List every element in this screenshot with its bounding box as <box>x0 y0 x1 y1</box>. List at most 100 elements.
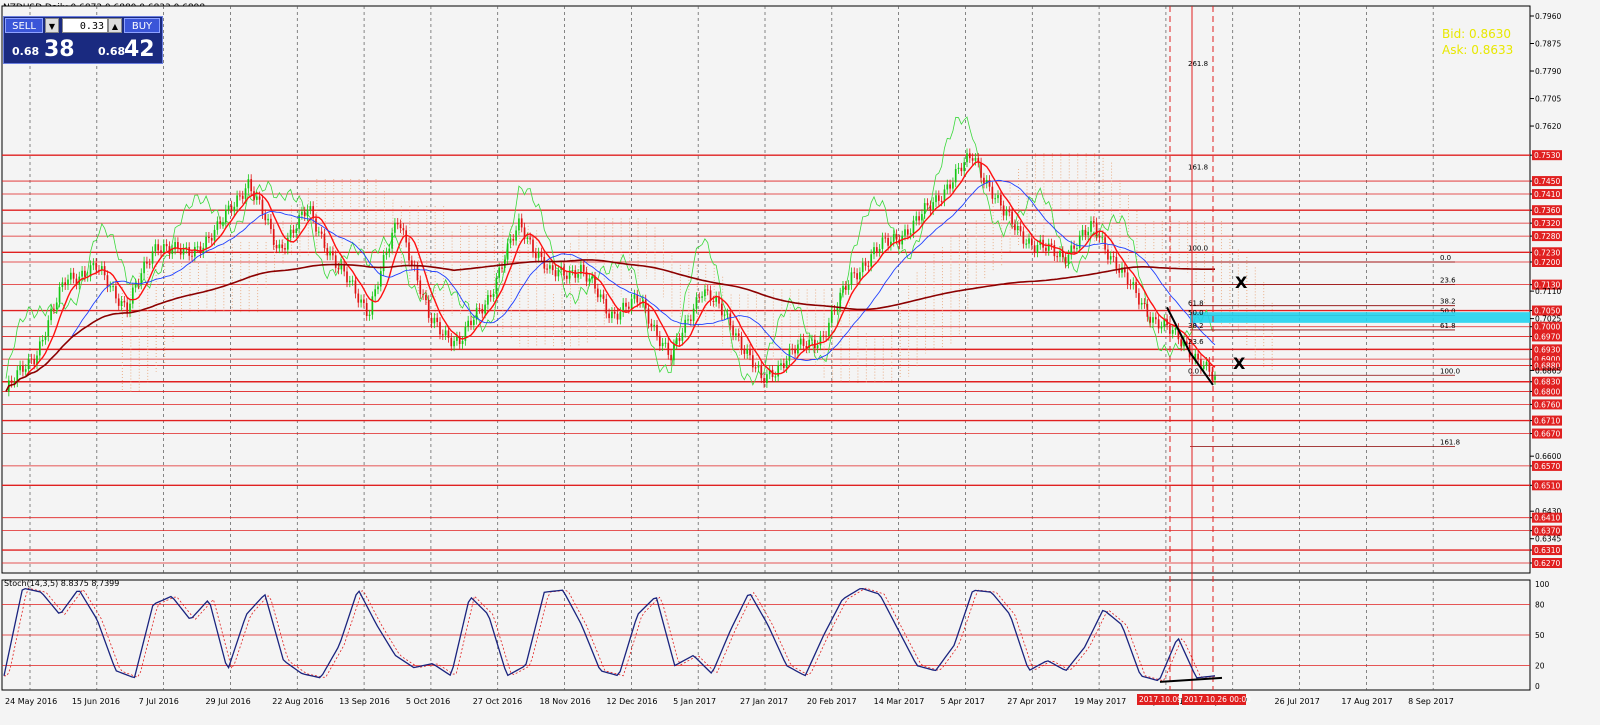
candle-body <box>540 252 543 257</box>
candle-body <box>157 244 160 251</box>
candle-body <box>193 246 196 257</box>
envelope-lines <box>5 116 1216 386</box>
candle-body <box>272 229 275 245</box>
candle-body <box>563 266 565 276</box>
price-axis-label: 0.7530 <box>1534 151 1560 160</box>
candle-body <box>199 246 202 254</box>
price-level-tag <box>1532 525 1562 536</box>
ma-mid-line <box>5 179 1216 392</box>
price-axis-label: 0.6570 <box>1534 462 1560 471</box>
candle-body <box>642 299 644 303</box>
candle-body <box>861 262 864 273</box>
sell-button[interactable]: SELL <box>5 18 43 33</box>
candle-body <box>1185 341 1188 345</box>
candle-body <box>580 264 582 275</box>
stochastic-trend-line <box>1159 676 1223 683</box>
candle-body <box>613 311 616 314</box>
price-axis-label: 0.6760 <box>1534 400 1560 409</box>
candle-body <box>255 196 258 200</box>
buy-price[interactable]: 0.68 42 <box>84 36 162 62</box>
sell-price[interactable]: 0.68 38 <box>6 36 84 62</box>
candle-body <box>833 309 836 311</box>
price-level-tag <box>1532 331 1562 342</box>
candle-body <box>1002 205 1005 216</box>
candle-body <box>977 157 980 163</box>
lot-increase-icon[interactable]: ▲ <box>108 18 122 33</box>
candle-body <box>134 283 137 288</box>
candle-body <box>712 300 715 302</box>
price-level-tag <box>1532 399 1562 410</box>
candle-body <box>447 330 450 338</box>
candle-body <box>179 248 182 255</box>
ma-fast-line <box>5 161 1216 392</box>
date-axis-label: 18 Nov 2016 <box>540 697 591 706</box>
candle-body <box>1174 328 1177 331</box>
price-level-tag <box>1532 344 1562 355</box>
candle-body <box>222 222 224 224</box>
candle-body <box>236 195 238 207</box>
price-axis-label: 0.7790 <box>1535 67 1561 76</box>
candle-body <box>850 272 853 285</box>
candle-body <box>633 294 636 299</box>
candle-body <box>957 167 960 169</box>
candle-body <box>360 299 362 303</box>
candle-body <box>385 252 388 255</box>
candle-body <box>379 271 382 287</box>
lot-decrease-icon[interactable]: ▼ <box>45 18 59 33</box>
price-axis-label: 0.7200 <box>1534 258 1560 267</box>
buy-button[interactable]: BUY <box>124 18 160 33</box>
vertical-markers: 2017.10.09 2017.10.26 00:00 <box>1137 6 1251 705</box>
price-level-tag <box>1532 231 1562 242</box>
candle-body <box>557 270 560 277</box>
stochastic-main-line <box>3 587 1216 682</box>
candle-body <box>997 195 999 199</box>
candle-body <box>1014 224 1016 231</box>
candle-body <box>1036 244 1039 253</box>
candle-body <box>146 261 148 264</box>
candle-body <box>278 244 281 249</box>
candle-body <box>954 168 957 183</box>
candle-body <box>258 196 261 200</box>
price-axis-label: 0.6880 <box>1534 362 1560 371</box>
candle-body <box>822 335 825 337</box>
candle-body <box>630 298 633 309</box>
candle-body <box>571 270 574 272</box>
candle-body <box>1152 317 1154 323</box>
candle-body <box>619 312 622 320</box>
candle-body <box>286 237 289 250</box>
lot-size-input[interactable]: 0.33 <box>62 18 108 33</box>
candle-body <box>501 267 503 269</box>
price-level-tag <box>1532 386 1562 397</box>
candle-body <box>151 251 154 264</box>
candle-body <box>61 282 64 287</box>
price-axis-label: 0.6930 <box>1534 345 1560 354</box>
candle-body <box>270 218 272 230</box>
candle-body <box>323 233 326 248</box>
fib-level-label: 61.8 <box>1440 322 1456 330</box>
candle-body <box>1064 257 1067 264</box>
candle-body <box>405 230 408 243</box>
candle-body <box>1061 251 1064 258</box>
candle-body <box>1154 317 1157 320</box>
date-axis-label: 19 May 2017 <box>1074 697 1126 706</box>
candle-body <box>112 286 114 288</box>
candle-body <box>1146 303 1149 317</box>
candle-body <box>1078 235 1081 249</box>
price-level-tag <box>1532 189 1562 200</box>
candle-body <box>971 158 974 161</box>
candle-body <box>808 339 811 349</box>
fib-extension-label: 50.0 <box>1188 309 1204 317</box>
candle-body <box>912 220 915 234</box>
price-level-tag <box>1532 321 1562 332</box>
fib-level-label: 38.2 <box>1440 298 1456 306</box>
candle-body <box>120 300 123 306</box>
candle-body <box>596 288 599 298</box>
candle-body <box>267 218 269 221</box>
candle-body <box>148 263 151 265</box>
candle-body <box>188 247 191 256</box>
candle-body <box>842 285 844 293</box>
candle-body <box>529 237 532 240</box>
candle-body <box>574 270 577 278</box>
candle-body <box>921 214 923 221</box>
